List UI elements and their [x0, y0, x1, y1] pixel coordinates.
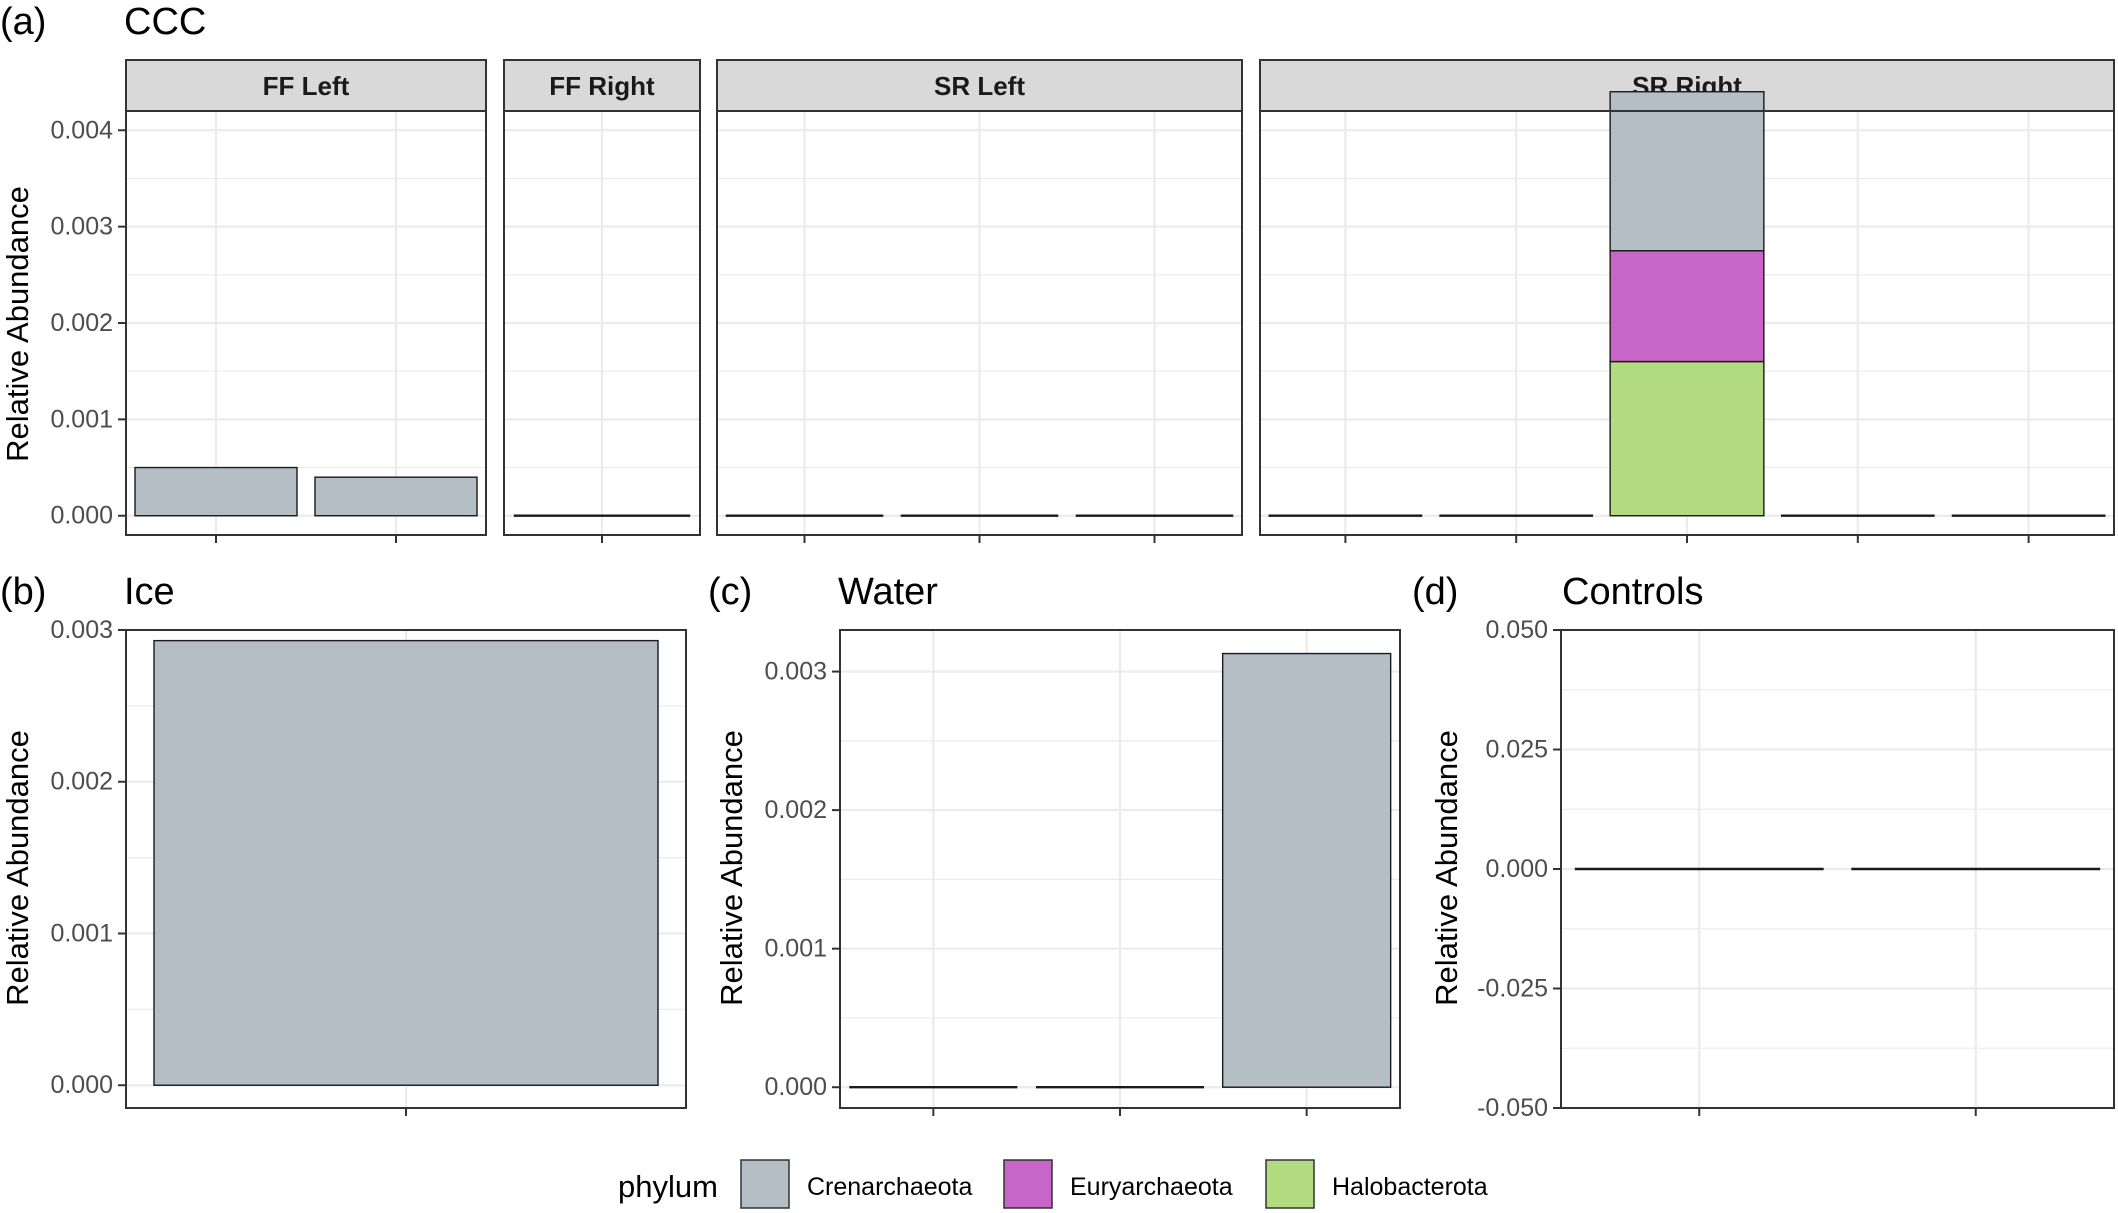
y-tick-label: 0.000 [50, 502, 113, 530]
panel-b-y-axis-title: Relative Abundance [0, 730, 35, 1006]
y-tick-label: 0.003 [50, 213, 113, 241]
facet-strip-label: FF Right [549, 71, 655, 101]
legend-label-halobacterota: Halobacterota [1332, 1173, 1488, 1201]
y-tick-label: 0.002 [764, 796, 827, 824]
panel-c-letter: (c) [708, 571, 752, 613]
legend-key-euryarchaeota [1003, 1159, 1053, 1209]
facet-strip [716, 59, 1243, 112]
legend-label-crenarchaeota: Crenarchaeota [807, 1173, 972, 1201]
panel-a-title: CCC [124, 1, 206, 43]
y-tick-label: 0.001 [50, 919, 113, 947]
y-tick-label: 0.003 [50, 616, 113, 644]
y-tick-label: -0.025 [1477, 975, 1548, 1003]
y-tick-label: 0.025 [1485, 736, 1548, 764]
y-tick-label: 0.003 [764, 658, 827, 686]
y-tick-label: 0.050 [1485, 616, 1548, 644]
plot-border [716, 110, 1243, 536]
facet-strip [125, 59, 487, 112]
plot-border [503, 110, 701, 536]
panel-a-y-axis-title: Relative Abundance [0, 186, 35, 462]
bar-segment-crenarchaeota [134, 466, 298, 517]
panel-c-water: (c) Water Relative Abundance 0.0000.0010… [708, 571, 1401, 1116]
facet-strip-label: FF Left [263, 71, 350, 101]
plot-border [125, 629, 687, 1109]
bar-segment-crenarchaeota [314, 476, 478, 517]
panel-d-plot: -0.050 -0.025 0.000 0.025 0.050 [1477, 616, 2115, 1122]
plot-border [839, 629, 1401, 1109]
panel-d-controls: (d) Controls Relative Abundance -0.050-0… [1412, 571, 2115, 1122]
panel-a-letter: (a) [0, 1, 46, 43]
y-tick-label: 0.001 [50, 405, 113, 433]
panel-b-plot: 0.000 0.001 0.002 0.003 [50, 616, 687, 1116]
y-tick-label: 0.000 [50, 1071, 113, 1099]
panel-c-plot: 0.000 0.001 0.002 0.003 [764, 629, 1401, 1116]
legend-key-crenarchaeota [740, 1159, 790, 1209]
facet-sr-left: SR Left [716, 59, 1243, 543]
legend-title: phylum [618, 1169, 718, 1204]
y-tick-label: 0.002 [50, 768, 113, 796]
legend-key-halobacterota [1265, 1159, 1315, 1209]
panel-d-y-axis-title: Relative Abundance [1429, 730, 1464, 1006]
y-tick-label: 0.002 [50, 309, 113, 337]
panel-d-letter: (d) [1412, 571, 1458, 613]
panel-b-letter: (b) [0, 571, 46, 613]
y-tick-label: 0.004 [50, 116, 113, 144]
facet-ff-right: FF Right [503, 59, 701, 543]
bar-segment-crenarchaeota [153, 639, 659, 1086]
facet-sr-right: SR Right [1259, 59, 2115, 543]
legend-label-euryarchaeota: Euryarchaeota [1070, 1173, 1233, 1201]
panel-c-title: Water [838, 571, 938, 613]
panel-b-ice: (b) Ice Relative Abundance 0.0000.0010.0… [0, 571, 687, 1116]
panel-a-ccc: (a) CCC Relative Abundance FF Left 0.000 0… [0, 1, 2115, 543]
bar-segment-halobacterota [1609, 360, 1765, 517]
facet-strip [503, 59, 701, 112]
bar-segment-crenarchaeota [1609, 91, 1765, 252]
facet-strip-label: SR Left [934, 71, 1025, 101]
panel-b-title: Ice [124, 571, 175, 613]
y-tick-label: -0.050 [1477, 1094, 1548, 1122]
bar-segment-crenarchaeota [1221, 652, 1392, 1088]
y-tick-label: 0.000 [1485, 855, 1548, 883]
y-tick-label: 0.000 [764, 1073, 827, 1101]
y-tick-label: 0.001 [764, 935, 827, 963]
legend: phylum Crenarchaeota Euryarchaeota Halob… [618, 1159, 1488, 1209]
panel-d-title: Controls [1562, 571, 1704, 613]
bar-segment-euryarchaeota [1609, 250, 1765, 363]
facet-ff-left: FF Left 0.000 0.001 0.002 0.003 0.004 [50, 59, 487, 543]
plot-border [1259, 110, 2115, 536]
panel-c-y-axis-title: Relative Abundance [714, 730, 749, 1006]
